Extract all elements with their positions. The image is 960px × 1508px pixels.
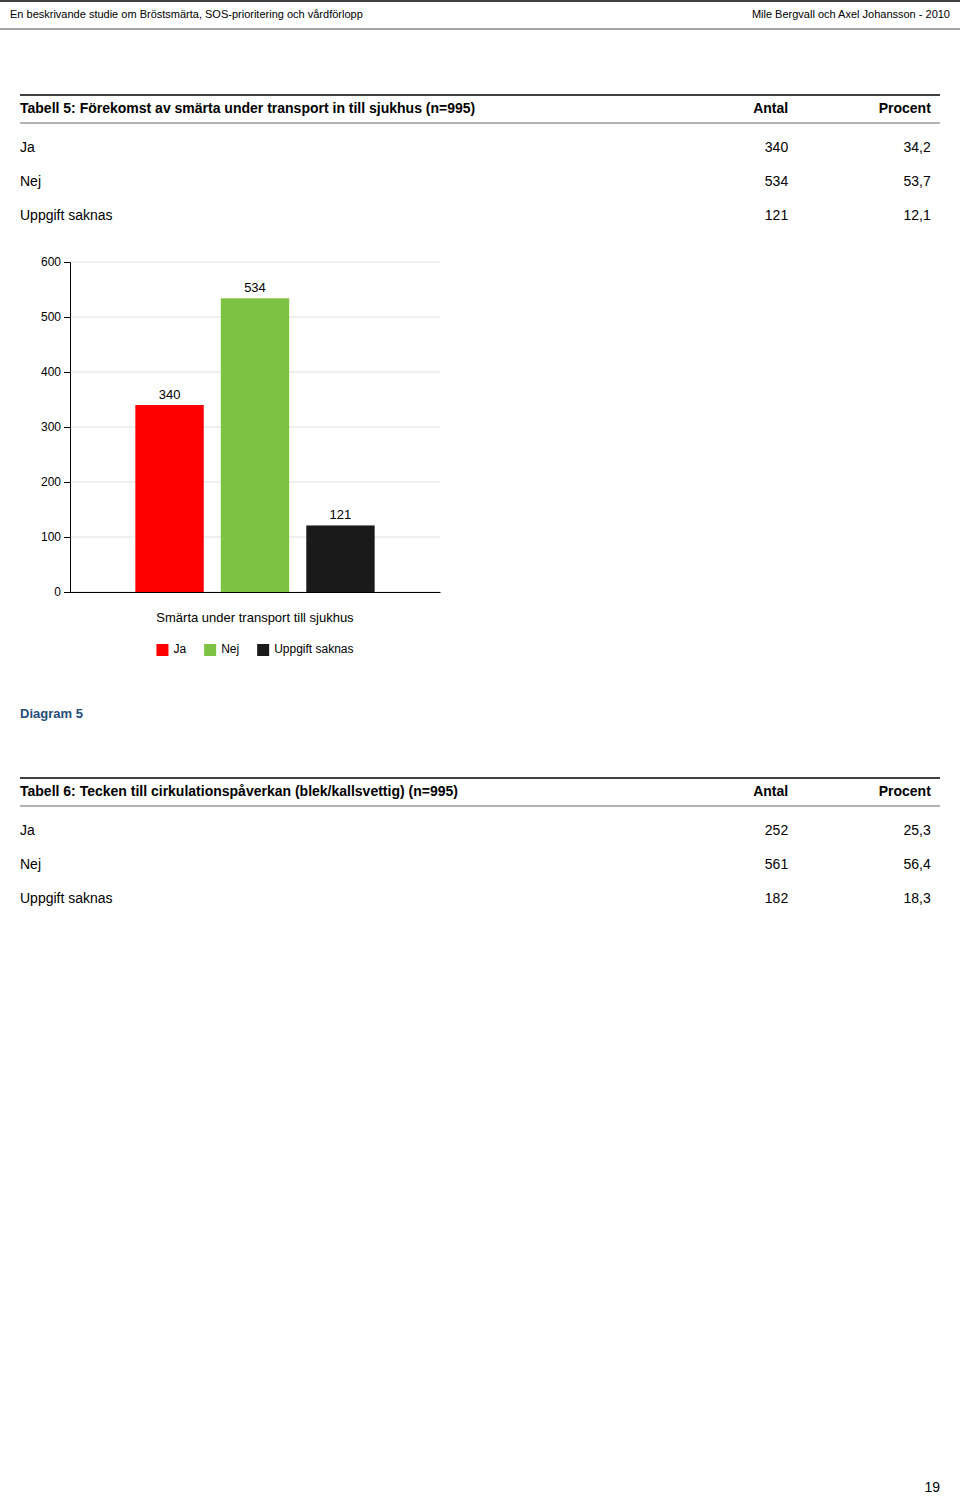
legend-label: Uppgift saknas: [274, 642, 353, 656]
tick-label: 500: [41, 310, 61, 324]
table-cell: Ja: [20, 822, 35, 838]
table-cell: Nej: [20, 173, 41, 189]
header-rule: [0, 29, 960, 30]
table-cell: 340: [765, 139, 789, 155]
tick: 400: [41, 365, 70, 379]
grid: [70, 262, 440, 592]
table-cell: 534: [765, 173, 789, 189]
tick: 100: [41, 530, 70, 544]
table-column-header: Procent: [879, 100, 931, 116]
data-label: 534: [244, 280, 266, 295]
tick: 600: [41, 255, 70, 269]
tick-mark: [64, 537, 70, 538]
tick-mark: [64, 262, 70, 263]
table-cell: 25,3: [904, 822, 931, 838]
header: En beskrivande studie om Bröstsmärta, SO…: [0, 1, 960, 29]
y-axis: 0 100 200 300 400 500 600: [41, 255, 71, 599]
data-label: 121: [330, 507, 352, 522]
table-cell: Nej: [20, 856, 41, 872]
table-cell: 18,3: [904, 890, 931, 906]
tick-mark: [64, 592, 70, 593]
tick-mark: [64, 427, 70, 428]
data-labels: 340 534 121: [159, 280, 352, 522]
header-rule: [0, 0, 960, 2]
table-cell: 182: [765, 890, 789, 906]
table-cell: 252: [765, 822, 789, 838]
tick-label: 100: [41, 530, 61, 544]
tick-label: 400: [41, 365, 61, 379]
grid-line: [70, 262, 440, 263]
header-right: Mile Bergvall och Axel Johansson - 2010: [752, 8, 950, 20]
legend: Ja Nej Uppgift saknas: [156, 642, 353, 656]
tick-label: 200: [41, 475, 61, 489]
table-cell: 56,4: [904, 856, 931, 872]
chart: 340 534 121 0 100 200 300 400 500 600 Smärta under…: [41, 255, 441, 656]
legend-swatch: [156, 644, 168, 656]
chart-title: Diagram 5: [20, 706, 83, 721]
legend-item: Ja: [156, 642, 186, 656]
x-axis: [71, 592, 441, 594]
page-number: 19: [924, 1479, 940, 1495]
table-cell: Uppgift saknas: [20, 207, 113, 223]
table-title: Tabell 5: Förekomst av smärta under tran…: [20, 100, 475, 116]
tick: 200: [41, 475, 70, 489]
table-title: Tabell 6: Tecken till cirkulationspåverk…: [20, 783, 458, 799]
legend-swatch: [257, 644, 269, 656]
axis-line: [71, 592, 441, 593]
table-cell: 12,1: [904, 207, 931, 223]
tick: 500: [41, 310, 70, 324]
table-column-header: Antal: [753, 783, 788, 799]
table-rule: [20, 123, 940, 124]
bar: [135, 405, 203, 592]
tick-label: 0: [54, 585, 61, 599]
page: En beskrivande studie om Bröstsmärta, SO…: [0, 0, 960, 1508]
tick-label: 300: [41, 420, 61, 434]
bar: [221, 298, 289, 592]
table-column-header: Procent: [879, 783, 931, 799]
table-column-header: Antal: [753, 100, 788, 116]
tick-mark: [64, 317, 70, 318]
legend-label: Ja: [173, 642, 186, 656]
x-axis-label: Smärta under transport till sjukhus: [156, 610, 354, 625]
tick-mark: [64, 372, 70, 373]
tick: 300: [41, 420, 70, 434]
header-left: En beskrivande studie om Bröstsmärta, SO…: [10, 8, 363, 20]
tick: 0: [54, 585, 70, 599]
table-cell: Uppgift saknas: [20, 890, 113, 906]
table-rule: [20, 94, 940, 95]
table: Tabell 5: Förekomst av smärta under tran…: [20, 95, 940, 223]
tick-label: 600: [41, 255, 61, 269]
data-label: 340: [159, 387, 181, 402]
table-cell: 121: [765, 207, 789, 223]
bars: [135, 298, 374, 592]
legend-swatch: [204, 644, 216, 656]
table-cell: 34,2: [904, 139, 931, 155]
legend-item: Nej: [204, 642, 239, 656]
bar: [306, 525, 374, 592]
table-rule: [20, 806, 940, 807]
legend-item: Uppgift saknas: [257, 642, 353, 656]
table-cell: 53,7: [904, 173, 931, 189]
table-cell: Ja: [20, 139, 35, 155]
legend-label: Nej: [221, 642, 239, 656]
table-cell: 561: [765, 856, 789, 872]
axis-line: [64, 263, 71, 593]
table: Tabell 6: Tecken till cirkulationspåverk…: [20, 778, 940, 906]
tick-mark: [64, 482, 70, 483]
table-rule: [20, 777, 940, 778]
